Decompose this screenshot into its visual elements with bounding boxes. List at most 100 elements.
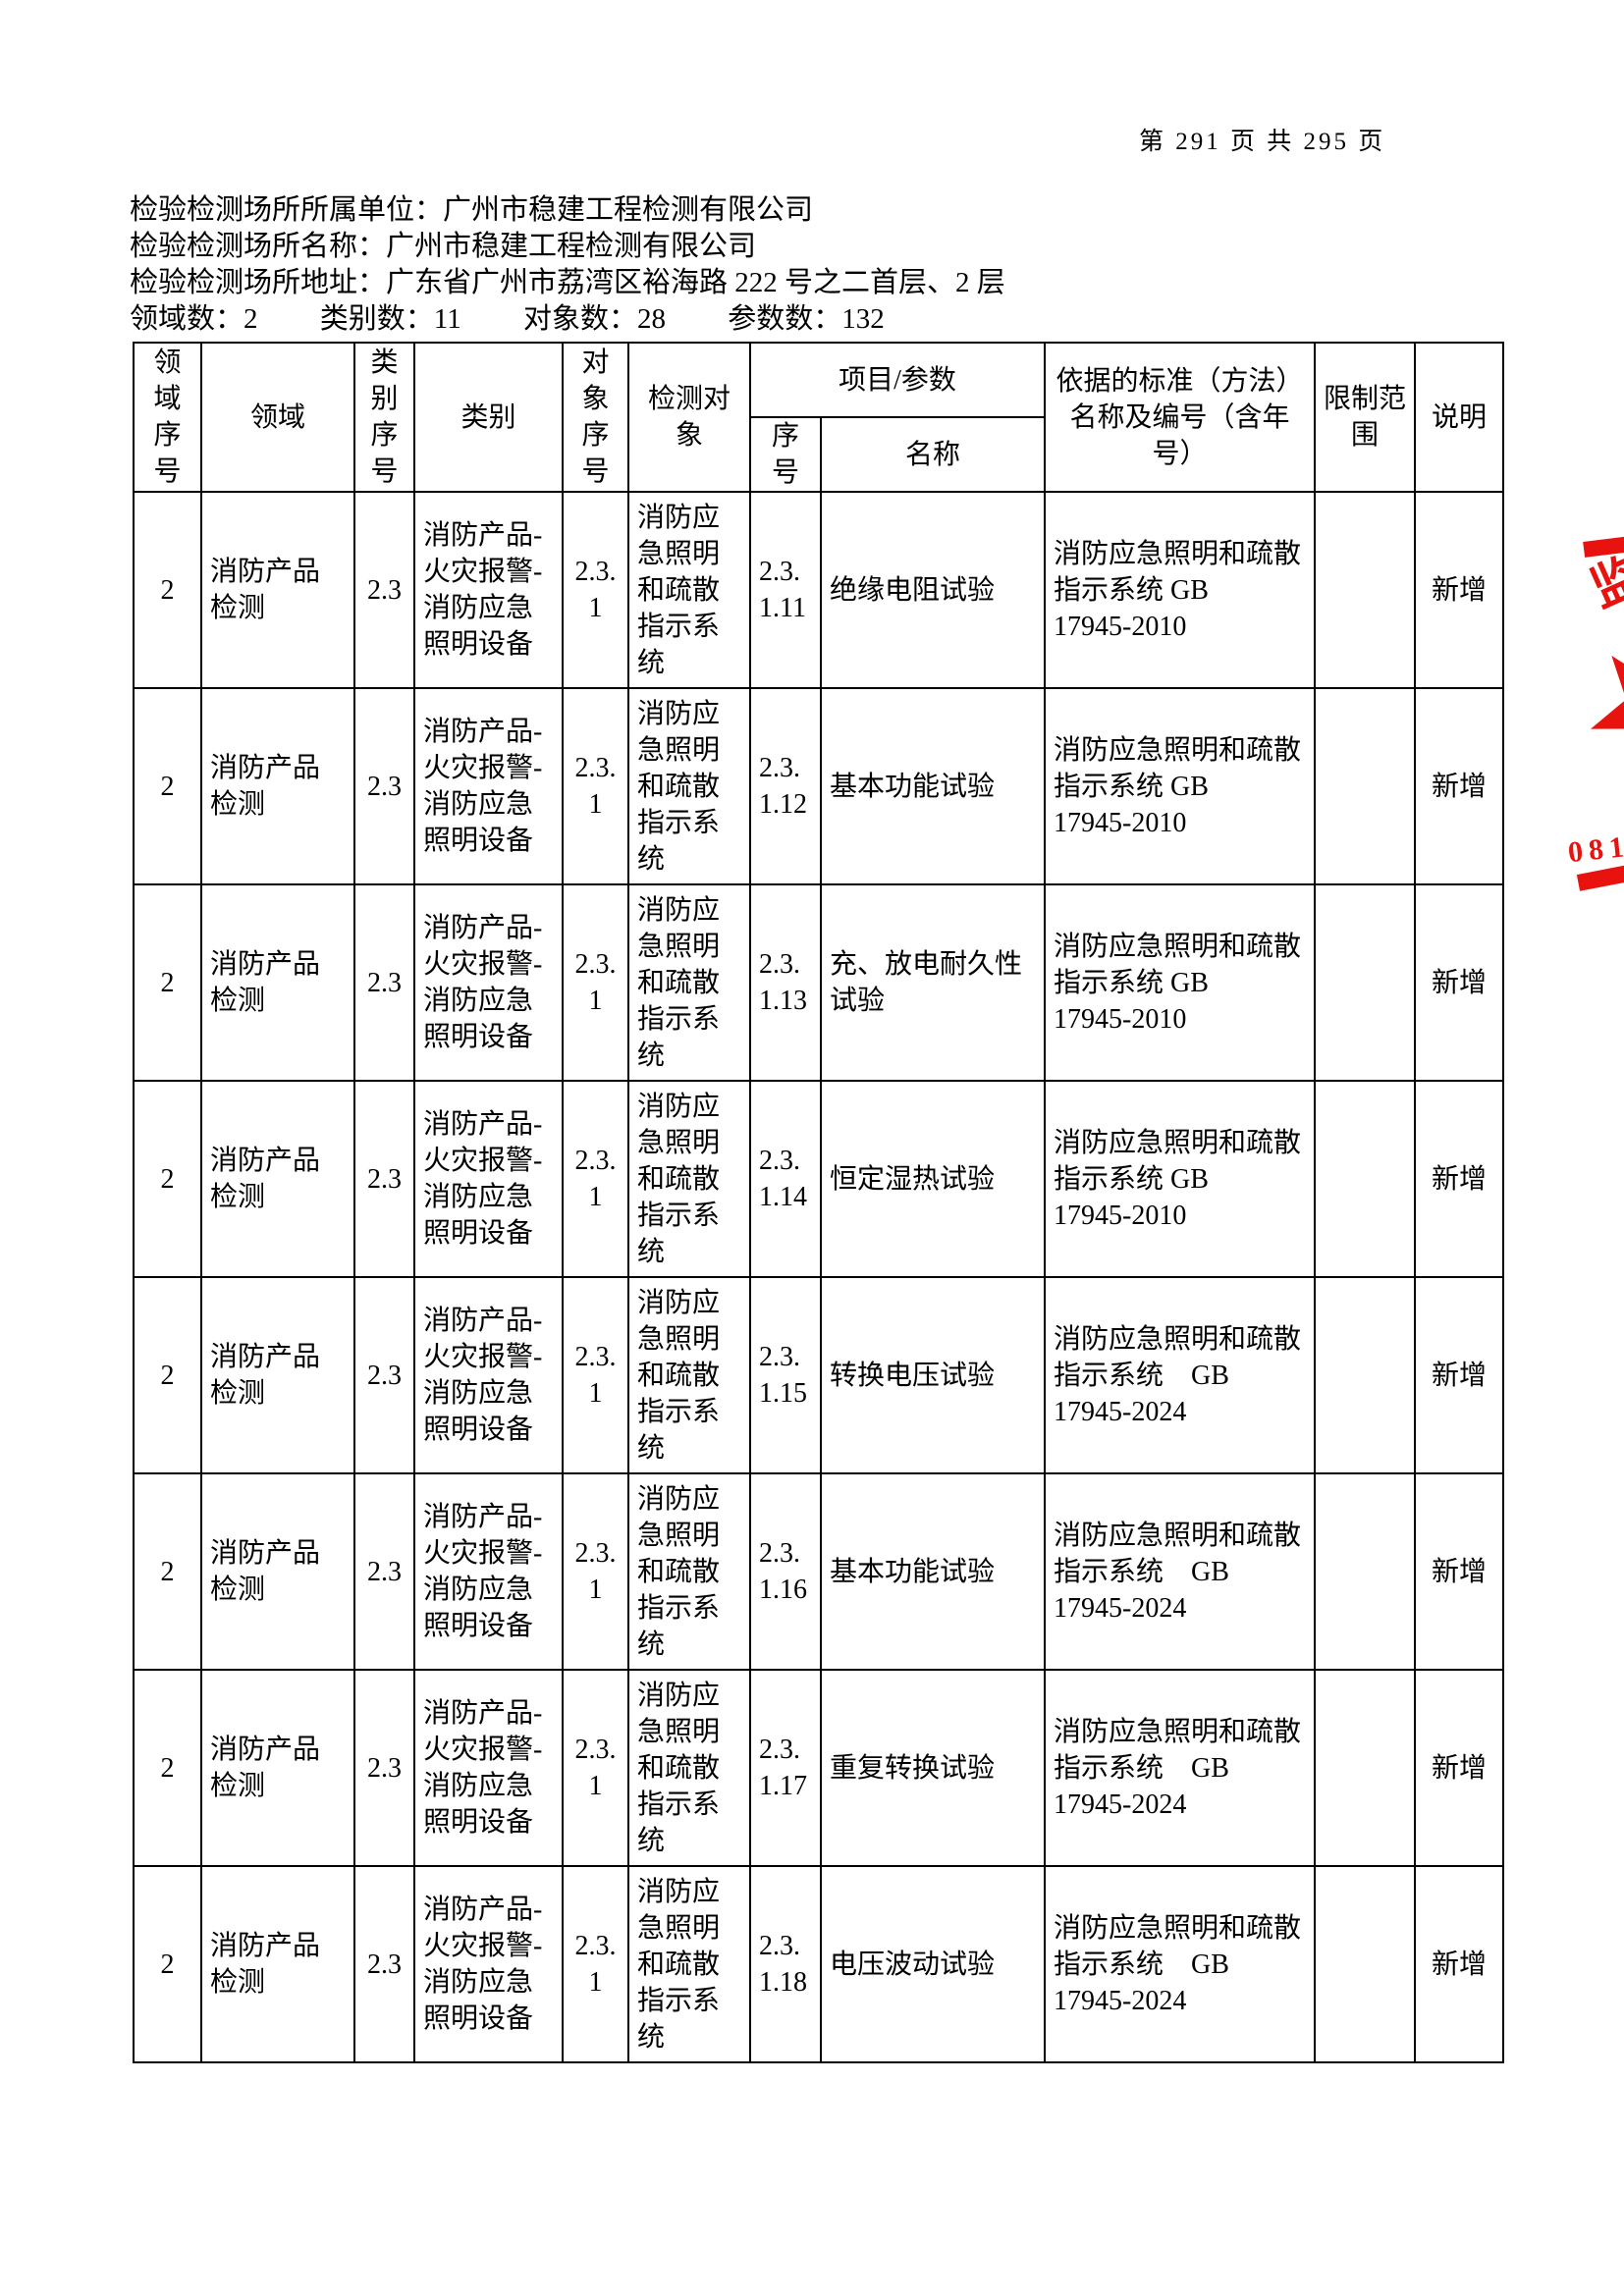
table-row: 2 消防产品检测 2.3 消防产品-火灾报警-消防应急照明设备 2.3.1 消防… [133, 1865, 1504, 2063]
site-info-block: 检验检测场所所属单位：广州市稳建工程检测有限公司 检验检测场所名称：广州市稳建工… [130, 192, 1504, 338]
cell-category-no: 2.3 [353, 1865, 415, 2063]
cell-standard: 消防应急照明和疏散指示系统 GB 17945‑2024 [1044, 1472, 1316, 1671]
cell-category-no: 2.3 [353, 1276, 415, 1474]
cell-domain: 消防产品检测 [200, 1276, 355, 1474]
cell-category: 消防产品-火灾报警-消防应急照明设备 [413, 491, 564, 689]
cell-note: 新增 [1414, 1669, 1504, 1867]
table-row: 2 消防产品检测 2.3 消防产品-火灾报警-消防应急照明设备 2.3.1 消防… [133, 1080, 1504, 1278]
cell-standard: 消防应急照明和疏散指示系统 GB 17945‑2010 [1044, 491, 1316, 689]
header-item-group: 项目/参数 [749, 342, 1046, 418]
cell-object: 消防应急照明和疏散指示系统 [627, 1276, 751, 1474]
parameters-table: 领域序号 领域 类别序号 类别 对象序号 检测对象 项目/参数 依据的标准（方法… [133, 342, 1504, 2063]
header-category-no: 类别序号 [353, 342, 415, 493]
header-standard: 依据的标准（方法）名称及编号（含年号） [1044, 342, 1316, 493]
table-row: 2 消防产品检测 2.3 消防产品-火灾报警-消防应急照明设备 2.3.1 消防… [133, 883, 1504, 1082]
seal-character: 监 [1582, 547, 1624, 617]
cell-domain: 消防产品检测 [200, 687, 355, 885]
header-category: 类别 [413, 342, 564, 493]
cell-item-name: 基本功能试验 [820, 1472, 1046, 1671]
header-limit: 限制范围 [1314, 342, 1416, 493]
cell-category: 消防产品-火灾报警-消防应急照明设备 [413, 687, 564, 885]
seal-star-icon [1590, 653, 1624, 772]
cell-item-no: 2.3.1.11 [749, 491, 822, 689]
cell-domain-no: 2 [133, 1276, 202, 1474]
cell-domain: 消防产品检测 [200, 1865, 355, 2063]
cell-category: 消防产品-火灾报警-消防应急照明设备 [413, 1080, 564, 1278]
cell-domain: 消防产品检测 [200, 1080, 355, 1278]
cell-item-no: 2.3.1.16 [749, 1472, 822, 1671]
cell-object-no: 2.3.1 [562, 491, 629, 689]
cell-domain-no: 2 [133, 491, 202, 689]
cell-category: 消防产品-火灾报警-消防应急照明设备 [413, 1276, 564, 1474]
cell-standard: 消防应急照明和疏散指示系统 GB 17945‑2010 [1044, 1080, 1316, 1278]
cell-limit [1314, 687, 1416, 885]
cell-item-name: 重复转换试验 [820, 1669, 1046, 1867]
cell-category-no: 2.3 [353, 1669, 415, 1867]
cell-object: 消防应急照明和疏散指示系统 [627, 1865, 751, 2063]
cell-domain: 消防产品检测 [200, 1669, 355, 1867]
cell-limit [1314, 1276, 1416, 1474]
cell-object-no: 2.3.1 [562, 1865, 629, 2063]
cell-item-name: 转换电压试验 [820, 1276, 1046, 1474]
cell-domain-no: 2 [133, 1669, 202, 1867]
cell-object-no: 2.3.1 [562, 1472, 629, 1671]
header-object-no: 对象序号 [562, 342, 629, 493]
page-number: 第 291 页 共 295 页 [1139, 129, 1386, 155]
counts-line: 领域数：2 类别数：11 对象数：28 参数数：132 [130, 301, 1504, 338]
count-objects: 对象数：28 [522, 303, 666, 335]
count-domains: 领域数：2 [130, 303, 258, 335]
cell-object-no: 2.3.1 [562, 883, 629, 1082]
cell-item-no: 2.3.1.12 [749, 687, 822, 885]
cell-domain-no: 2 [133, 1865, 202, 2063]
cell-object-no: 2.3.1 [562, 687, 629, 885]
cell-limit [1314, 1865, 1416, 2063]
header-item-no: 序号 [749, 416, 822, 493]
cell-category: 消防产品-火灾报警-消防应急照明设备 [413, 1472, 564, 1671]
cell-note: 新增 [1414, 491, 1504, 689]
cell-item-name: 恒定湿热试验 [820, 1080, 1046, 1278]
cell-note: 新增 [1414, 883, 1504, 1082]
cell-standard: 消防应急照明和疏散指示系统 GB 17945‑2024 [1044, 1276, 1316, 1474]
count-parameters: 参数数：132 [728, 303, 885, 335]
table-row: 2 消防产品检测 2.3 消防产品-火灾报警-消防应急照明设备 2.3.1 消防… [133, 687, 1504, 885]
cell-note: 新增 [1414, 1276, 1504, 1474]
seal-stroke-bottom [1576, 865, 1624, 891]
cell-domain-no: 2 [133, 687, 202, 885]
cell-object: 消防应急照明和疏散指示系统 [627, 491, 751, 689]
header-item-name: 名称 [820, 416, 1046, 493]
info-label: 检验检测场所地址： [130, 267, 387, 298]
cell-object-no: 2.3.1 [562, 1669, 629, 1867]
info-value: 广东省广州市荔湾区裕海路 222 号之二首层、2 层 [386, 267, 1005, 298]
cell-limit [1314, 1472, 1416, 1671]
cell-category-no: 2.3 [353, 1080, 415, 1278]
cell-note: 新增 [1414, 1080, 1504, 1278]
seal-digits: 081 [1566, 829, 1624, 870]
cell-standard: 消防应急照明和疏散指示系统 GB 17945‑2010 [1044, 883, 1316, 1082]
cell-limit [1314, 883, 1416, 1082]
cell-item-no: 2.3.1.14 [749, 1080, 822, 1278]
header-domain-no: 领域序号 [133, 342, 202, 493]
cell-object-no: 2.3.1 [562, 1276, 629, 1474]
cell-domain: 消防产品检测 [200, 1472, 355, 1671]
info-label: 检验检测场所名称： [130, 231, 387, 262]
cell-object: 消防应急照明和疏散指示系统 [627, 883, 751, 1082]
cell-note: 新增 [1414, 1472, 1504, 1671]
info-line-site-name: 检验检测场所名称：广州市稳建工程检测有限公司 [130, 229, 1504, 265]
cell-note: 新增 [1414, 687, 1504, 885]
cell-domain-no: 2 [133, 1080, 202, 1278]
cell-category-no: 2.3 [353, 687, 415, 885]
info-line-site-address: 检验检测场所地址：广东省广州市荔湾区裕海路 222 号之二首层、2 层 [130, 265, 1504, 301]
cell-object: 消防应急照明和疏散指示系统 [627, 687, 751, 885]
cell-standard: 消防应急照明和疏散指示系统 GB 17945‑2010 [1044, 687, 1316, 885]
header-note: 说明 [1414, 342, 1504, 493]
table-row: 2 消防产品检测 2.3 消防产品-火灾报警-消防应急照明设备 2.3.1 消防… [133, 491, 1504, 689]
table-body: 2 消防产品检测 2.3 消防产品-火灾报警-消防应急照明设备 2.3.1 消防… [133, 491, 1504, 2063]
cell-limit [1314, 1080, 1416, 1278]
cell-item-no: 2.3.1.18 [749, 1865, 822, 2063]
header-object: 检测对象 [627, 342, 751, 493]
cell-domain: 消防产品检测 [200, 883, 355, 1082]
cell-object: 消防应急照明和疏散指示系统 [627, 1472, 751, 1671]
info-value: 广州市稳建工程检测有限公司 [386, 231, 757, 262]
cell-note: 新增 [1414, 1865, 1504, 2063]
